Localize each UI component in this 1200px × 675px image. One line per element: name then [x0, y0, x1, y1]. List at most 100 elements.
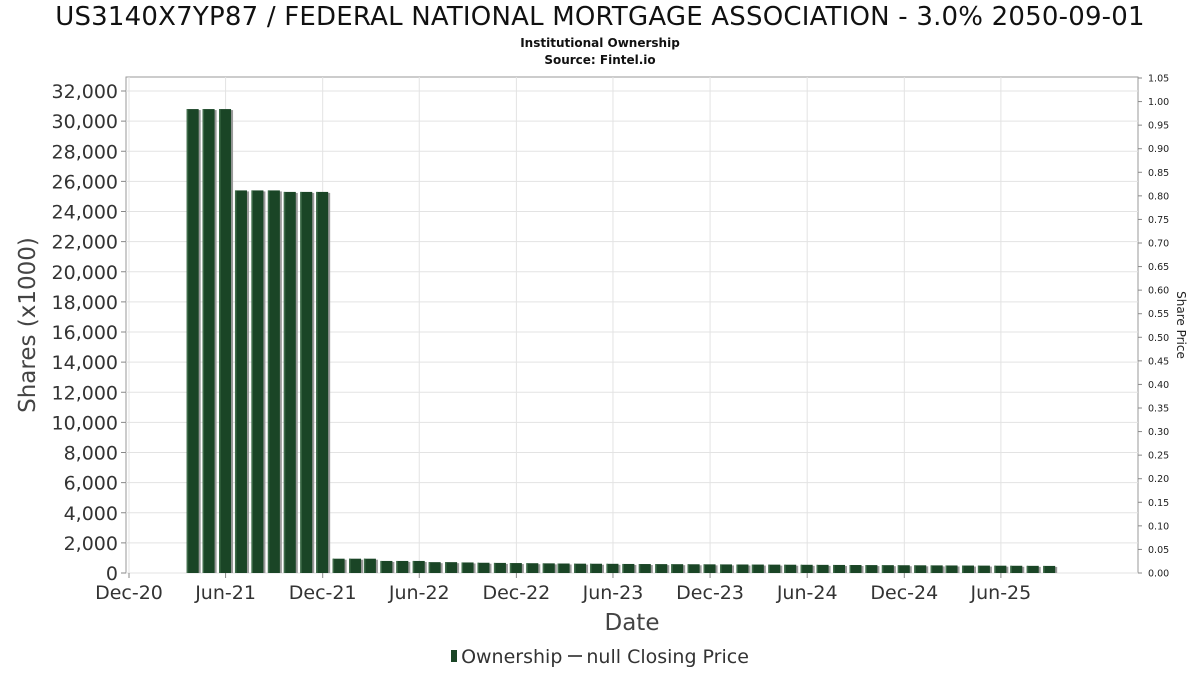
ownership-bar: [186, 109, 199, 573]
ownership-bar-highlight: [768, 564, 770, 573]
ownership-bar-highlight: [363, 558, 366, 573]
y-tick-label: 20,000: [52, 262, 118, 284]
x-tick-label: Dec-20: [95, 582, 163, 604]
ownership-bar: [526, 563, 539, 573]
y-tick-label: 0: [106, 563, 118, 585]
chart-title: US3140X7YP87 / FEDERAL NATIONAL MORTGAGE…: [55, 2, 1145, 32]
ownership-bar: [655, 564, 668, 573]
y2-tick-label: 0.90: [1148, 144, 1169, 155]
y-tick-label: 26,000: [52, 171, 118, 193]
ownership-bar-highlight: [251, 190, 253, 573]
ownership-bar-highlight: [606, 563, 608, 573]
ownership-bar-highlight: [526, 563, 528, 573]
ownership-bar: [703, 564, 716, 573]
chart-canvas: 0 2,000 4,000 6,000 8,000 10,000 12,000 14,000 1…: [15, 74, 1188, 637]
ownership-bar: [589, 563, 602, 573]
x-tick-label: Jun-25: [970, 582, 1032, 604]
ownership-bars: [186, 109, 1058, 573]
y2-tick-label: 0.75: [1148, 215, 1169, 226]
ownership-bar: [994, 565, 1007, 573]
ownership-bar-highlight: [703, 564, 706, 573]
y2-tick-label: 0.50: [1148, 333, 1169, 344]
ownership-bar: [251, 190, 264, 573]
ownership-bar: [509, 563, 522, 573]
y-tick-label: 12,000: [52, 382, 118, 404]
x-tick-label: Dec-23: [676, 582, 744, 604]
y2-tick-label: 0.25: [1148, 451, 1169, 462]
y2-tick-label: 0.40: [1148, 380, 1169, 391]
ownership-bar: [363, 558, 376, 573]
ownership-bar: [833, 564, 846, 573]
ownership-bar-highlight: [283, 191, 286, 573]
ownership-bar-highlight: [316, 191, 318, 573]
ownership-bar-highlight: [461, 562, 464, 573]
ownership-bar-highlight: [930, 565, 933, 573]
ownership-bar-highlight: [994, 565, 996, 573]
y-tick-label: 30,000: [52, 111, 118, 133]
y2-tick-label: 1.05: [1148, 74, 1169, 85]
y-axis-label: Shares (x1000): [15, 237, 41, 413]
ownership-bar-highlight: [638, 564, 641, 573]
ownership-bar: [977, 565, 990, 573]
x-tick-label: Jun-21: [194, 582, 256, 604]
ownership-bar: [445, 562, 458, 573]
ownership-bar: [300, 191, 313, 573]
ownership-bar-highlight: [202, 109, 205, 573]
ownership-bar: [428, 562, 441, 573]
ownership-bar: [800, 564, 813, 573]
price-legend-swatch: [568, 655, 583, 657]
ownership-bar-highlight: [349, 558, 351, 573]
ownership-bar: [1043, 565, 1056, 573]
y2-tick-label: 0.05: [1148, 545, 1169, 556]
ownership-bar-highlight: [589, 563, 592, 573]
ownership-bar-highlight: [816, 564, 819, 573]
ownership-bar-highlight: [557, 563, 560, 573]
ownership-bar: [720, 564, 733, 573]
y2-tick-label: 0.15: [1148, 498, 1169, 509]
y-tick-label: 8,000: [64, 443, 118, 465]
y-tick-label: 4,000: [64, 503, 118, 525]
ownership-bar-highlight: [1010, 565, 1012, 573]
ownership-bar-highlight: [977, 565, 980, 573]
ownership-bar: [671, 564, 684, 573]
y-tick-label: 24,000: [52, 202, 118, 224]
ownership-bar: [881, 565, 894, 573]
ownership-bar: [234, 190, 247, 573]
chart-source: Source: Fintel.io: [544, 53, 656, 67]
y-tick-label: 28,000: [52, 141, 118, 163]
x-tick-label: Jun-24: [776, 582, 838, 604]
ownership-bar: [622, 563, 635, 573]
y-tick-label: 18,000: [52, 292, 118, 314]
y2-tick-label: 0.20: [1148, 474, 1169, 485]
y-tick-label: 2,000: [64, 533, 118, 555]
ownership-bar-highlight: [380, 560, 382, 573]
ownership-bar-highlight: [961, 565, 964, 573]
ownership-bar: [914, 565, 927, 573]
y-tick-label: 22,000: [52, 232, 118, 254]
ownership-bar: [202, 109, 215, 573]
y2-tick-label: 0.80: [1148, 191, 1169, 202]
legend: Ownership null Closing Price: [0, 646, 1200, 668]
ownership-bar: [267, 190, 280, 573]
ownership-bar: [751, 564, 764, 573]
ownership-bar: [687, 564, 700, 573]
ownership-bar: [849, 565, 862, 573]
ownership-bar: [316, 191, 329, 573]
ownership-bar: [961, 565, 974, 573]
ownership-bar-highlight: [622, 563, 624, 573]
ownership-bar-highlight: [784, 564, 786, 573]
y-tick-label: 6,000: [64, 473, 118, 495]
ownership-bar: [332, 558, 345, 573]
y-tick-label: 16,000: [52, 322, 118, 344]
y2-tick-label: 0.95: [1148, 121, 1169, 132]
ownership-bar: [736, 564, 749, 573]
y2-tick-label: 0.00: [1148, 569, 1169, 580]
ownership-bar: [380, 560, 393, 573]
ownership-bar-highlight: [1043, 565, 1045, 573]
ownership-bar-highlight: [574, 563, 576, 573]
ownership-bar-highlight: [445, 562, 447, 573]
ownership-bar: [897, 565, 910, 573]
y2-tick-label: 0.60: [1148, 286, 1169, 297]
x-tick-label: Dec-22: [482, 582, 550, 604]
y2-axis-label: Share Price: [1174, 291, 1188, 359]
